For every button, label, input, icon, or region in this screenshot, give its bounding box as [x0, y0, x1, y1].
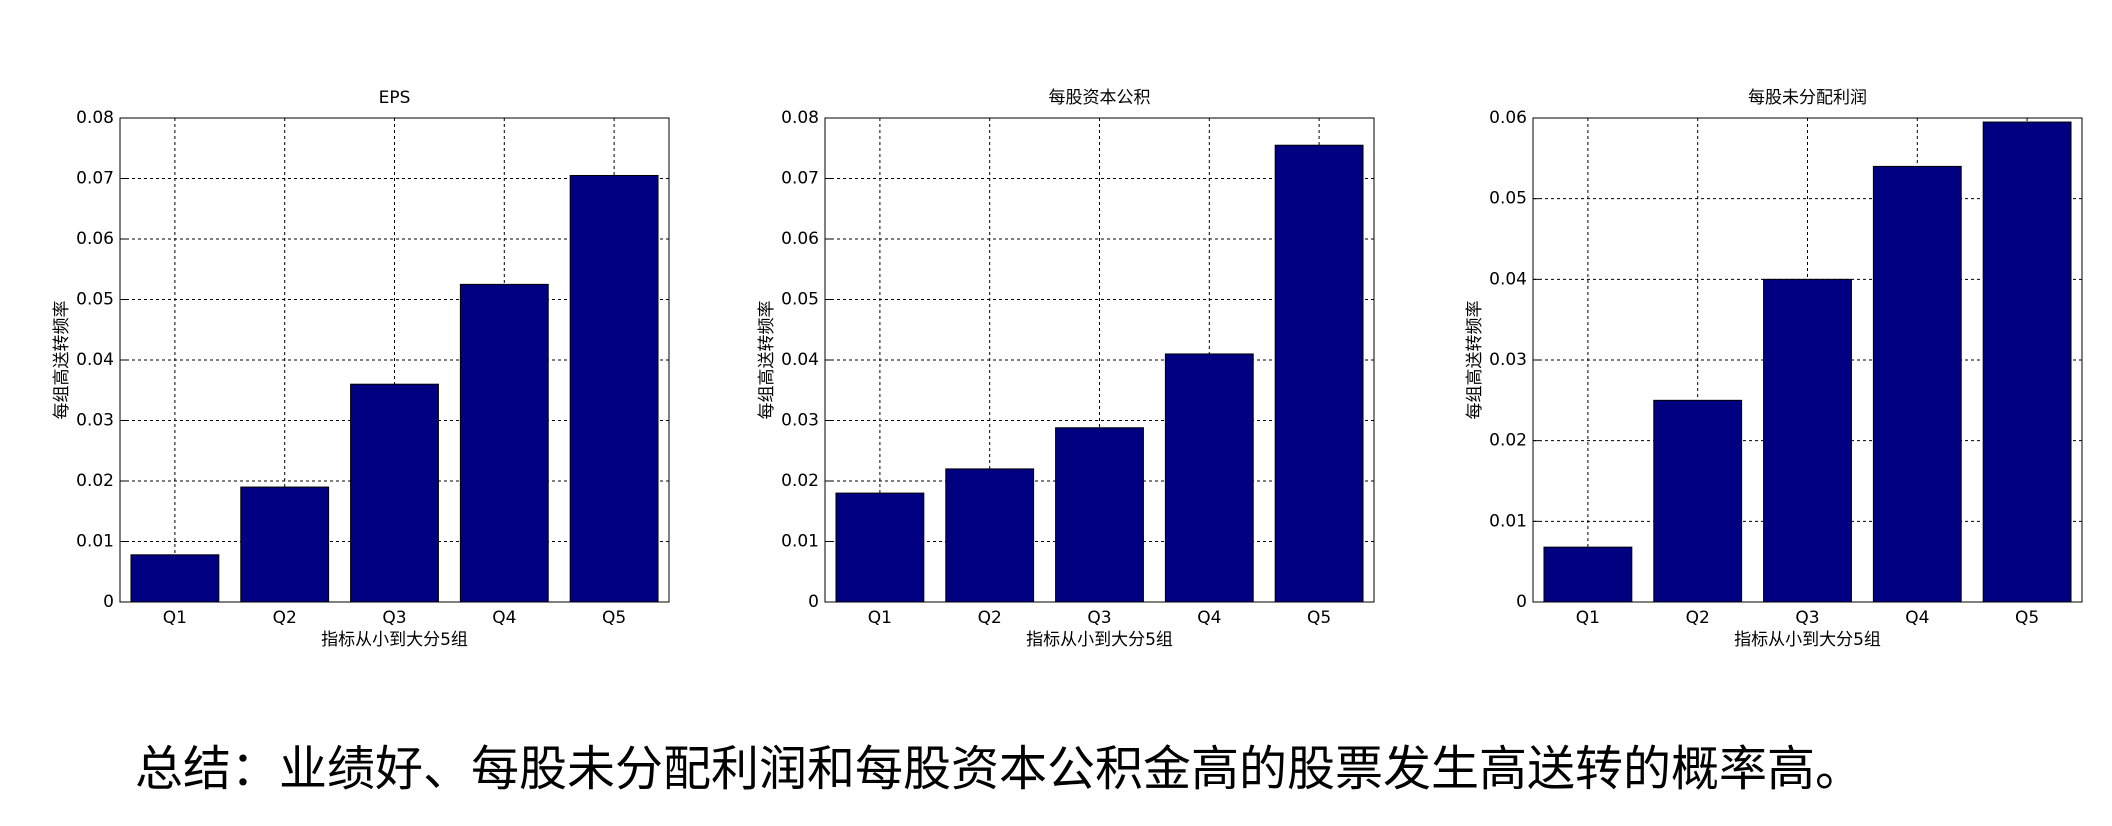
- y-tick-label: 0.03: [76, 411, 114, 431]
- x-tick-label: Q4: [1905, 608, 1929, 628]
- x-axis-label: 指标从小到大分5组: [321, 630, 468, 650]
- y-tick-label: 0.08: [76, 108, 114, 128]
- y-tick-label: 0.06: [781, 229, 819, 249]
- y-tick-label: 0.02: [1489, 431, 1527, 451]
- bar: [1543, 546, 1633, 603]
- y-tick-label: 0: [808, 592, 819, 612]
- bar: [1872, 165, 1962, 603]
- y-tick-label: 0.04: [76, 350, 114, 370]
- bar: [1653, 399, 1743, 603]
- y-axis-label: 每组高送转频率: [52, 301, 72, 420]
- x-axis-label: 指标从小到大分5组: [1734, 630, 1881, 650]
- bar: [1274, 144, 1364, 603]
- x-axis-label: 指标从小到大分5组: [1026, 630, 1173, 650]
- summary: 总结：业绩好、每股未分配利润和每股资本公积金高的股票发生高送转的概率高。: [135, 741, 1863, 797]
- plot-frame: [1532, 117, 2083, 603]
- x-tick-label: Q4: [1197, 608, 1221, 628]
- bar: [350, 383, 439, 603]
- x-tick-label: Q2: [273, 608, 297, 628]
- x-tick-label: Q3: [1795, 608, 1819, 628]
- bar: [945, 468, 1035, 603]
- x-tick-label: Q4: [492, 608, 516, 628]
- x-tick-label: Q2: [1686, 608, 1710, 628]
- y-tick-label: 0.04: [1489, 269, 1527, 289]
- x-tick-label: Q5: [602, 608, 626, 628]
- y-tick-label: 0.08: [781, 108, 819, 128]
- y-tick-label: 0.02: [76, 471, 114, 491]
- y-tick-label: 0.05: [76, 290, 114, 310]
- bar: [130, 554, 220, 603]
- x-tick-label: Q1: [1576, 608, 1600, 628]
- y-tick-label: 0.03: [1489, 350, 1527, 370]
- y-tick-label: 0.06: [1489, 108, 1527, 128]
- y-tick-label: 0.07: [76, 169, 114, 189]
- y-axis-label: 每组高送转频率: [757, 301, 777, 420]
- bar: [459, 283, 549, 603]
- chart: EPS 指标从小到大分5组 每组高送转频率 0 0.01 0.02 0.03 0.04 0.05…: [52, 88, 670, 650]
- y-tick-label: 0.05: [1489, 189, 1527, 209]
- y-axis-label: 每组高送转频率: [1465, 301, 1485, 420]
- x-tick-label: Q5: [1307, 608, 1331, 628]
- chart-title: 每股资本公积: [1049, 88, 1151, 108]
- y-tick-label: 0.01: [76, 532, 114, 552]
- y-tick-label: 0.02: [781, 471, 819, 491]
- chart-title: EPS: [379, 88, 411, 108]
- y-tick-label: 0.07: [781, 169, 819, 189]
- bar: [569, 174, 659, 603]
- bar: [1763, 278, 1852, 603]
- plot-frame: [119, 117, 670, 603]
- plot-frame: [824, 117, 1375, 603]
- x-tick-label: Q1: [163, 608, 187, 628]
- y-tick-label: 0.04: [781, 350, 819, 370]
- y-tick-label: 0: [103, 592, 114, 612]
- bar: [1982, 121, 2072, 603]
- x-tick-label: Q3: [382, 608, 406, 628]
- chart-title: 每股未分配利润: [1748, 88, 1867, 108]
- y-tick-label: 0.06: [76, 229, 114, 249]
- bar: [1164, 353, 1254, 603]
- y-tick-label: 0.01: [1489, 511, 1527, 531]
- x-tick-label: Q1: [868, 608, 892, 628]
- y-tick-label: 0: [1516, 592, 1527, 612]
- bar: [240, 486, 330, 603]
- x-tick-label: Q2: [978, 608, 1002, 628]
- y-tick-label: 0.05: [781, 290, 819, 310]
- y-tick-label: 0.01: [781, 532, 819, 552]
- x-tick-label: Q5: [2015, 608, 2039, 628]
- bar: [1055, 427, 1144, 603]
- bar: [835, 492, 925, 603]
- y-tick-label: 0.03: [781, 411, 819, 431]
- x-tick-label: Q3: [1087, 608, 1111, 628]
